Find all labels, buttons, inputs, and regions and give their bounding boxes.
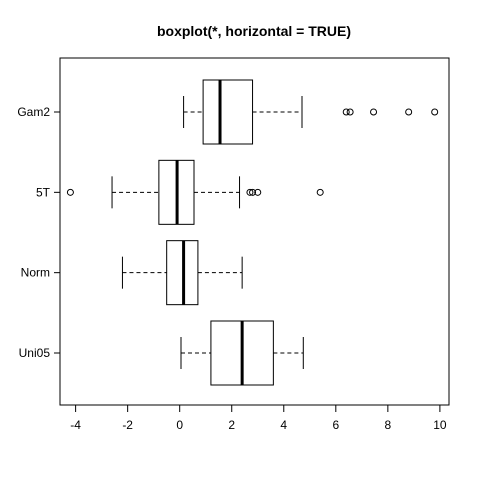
box-group-uni05	[180, 320, 304, 386]
box-group-norm	[121, 240, 243, 306]
x-axis: -4 -2 0 2 4 6 8 10	[70, 404, 447, 432]
y-tick-label-uni05: Uni05	[19, 346, 51, 360]
x-tick-label: 8	[385, 418, 392, 432]
x-tick-label: 6	[332, 418, 339, 432]
outlier-gam2-4	[431, 108, 439, 116]
outlier-5t-2	[249, 188, 257, 196]
plot-marks	[66, 79, 439, 386]
x-tick-label: 2	[228, 418, 235, 432]
outlier-gam2-3	[405, 108, 413, 116]
x-tick-label: 10	[433, 418, 447, 432]
y-axis: Uni05 Norm 5T Gam2	[17, 105, 60, 360]
outlier-5t-1	[246, 188, 254, 196]
y-tick-label-norm: Norm	[21, 266, 50, 280]
plot-frame	[59, 57, 450, 406]
outlier-gam2-0	[342, 108, 350, 116]
box-group-5t	[66, 159, 324, 225]
box-group-gam2	[183, 79, 439, 145]
box-gam2	[202, 79, 254, 145]
outlier-5t-4	[316, 188, 324, 196]
outlier-gam2-2	[370, 108, 378, 116]
outlier-5t-0	[66, 188, 74, 196]
x-tick-label: -2	[122, 418, 133, 432]
x-tick-label: -4	[70, 418, 81, 432]
chart-title: boxplot(*, horizontal = TRUE)	[157, 23, 351, 39]
x-tick-label: 4	[280, 418, 287, 432]
y-tick-label-gam2: Gam2	[17, 105, 50, 119]
x-tick-label: 0	[176, 418, 183, 432]
y-tick-label-5t: 5T	[36, 185, 51, 199]
outlier-gam2-1	[346, 108, 354, 116]
outlier-5t-3	[254, 188, 262, 196]
